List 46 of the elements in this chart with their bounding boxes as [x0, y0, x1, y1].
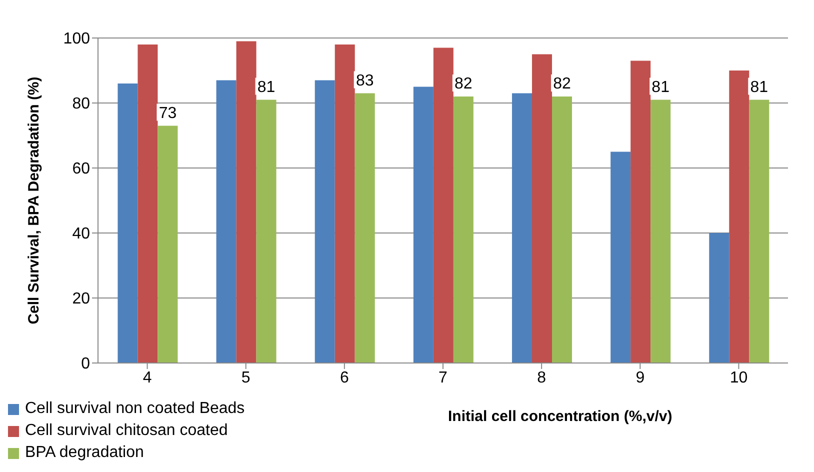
- x-tick-label: 9: [636, 369, 645, 386]
- x-tick-label: 10: [730, 369, 748, 386]
- data-label: 81: [257, 78, 276, 96]
- bar: [256, 100, 276, 363]
- x-tick-label: 8: [537, 369, 546, 386]
- y-axis-title: Cell Survival, BPA Degradation (%): [25, 76, 42, 324]
- data-label: 73: [158, 104, 177, 122]
- bar: [709, 233, 730, 363]
- data-label: 83: [356, 72, 374, 90]
- y-tick-label: 0: [81, 356, 90, 373]
- bar: [314, 80, 335, 363]
- x-tick-label: 6: [340, 369, 349, 386]
- x-tick-label: 7: [438, 369, 448, 386]
- y-tick-label: 100: [63, 30, 90, 48]
- bar: [413, 86, 434, 363]
- bar: [532, 54, 552, 363]
- bar: [354, 93, 375, 363]
- bar: [433, 48, 454, 363]
- y-tick-label: 80: [72, 96, 90, 113]
- bar: [118, 84, 138, 363]
- bar: [236, 41, 256, 363]
- bar: [216, 80, 236, 363]
- bar: [512, 93, 532, 363]
- bar: [453, 96, 474, 363]
- y-tick-label: 40: [72, 226, 90, 243]
- bar: [552, 96, 572, 363]
- legend-label: Cell survival non coated Beads: [25, 399, 245, 419]
- bar: [729, 70, 750, 363]
- data-label: 81: [750, 78, 768, 96]
- legend-label: Cell survival chitosan coated: [25, 421, 228, 441]
- bar: [650, 100, 671, 363]
- bar: [630, 60, 651, 363]
- data-label: 81: [652, 78, 670, 96]
- bar: [334, 44, 355, 363]
- x-tick-label: 5: [241, 369, 250, 386]
- bar: [138, 44, 158, 363]
- data-label: 82: [454, 76, 472, 92]
- bar: [158, 126, 178, 363]
- bar: [610, 152, 631, 363]
- x-axis-title: Initial cell concentration (%,v/v): [448, 408, 672, 425]
- bar: [749, 100, 770, 363]
- data-label: 82: [553, 76, 571, 92]
- legend-label: BPA degradation: [25, 443, 144, 463]
- y-tick-label: 60: [72, 160, 90, 178]
- y-tick-label: 20: [72, 290, 90, 308]
- x-tick-label: 4: [142, 369, 152, 386]
